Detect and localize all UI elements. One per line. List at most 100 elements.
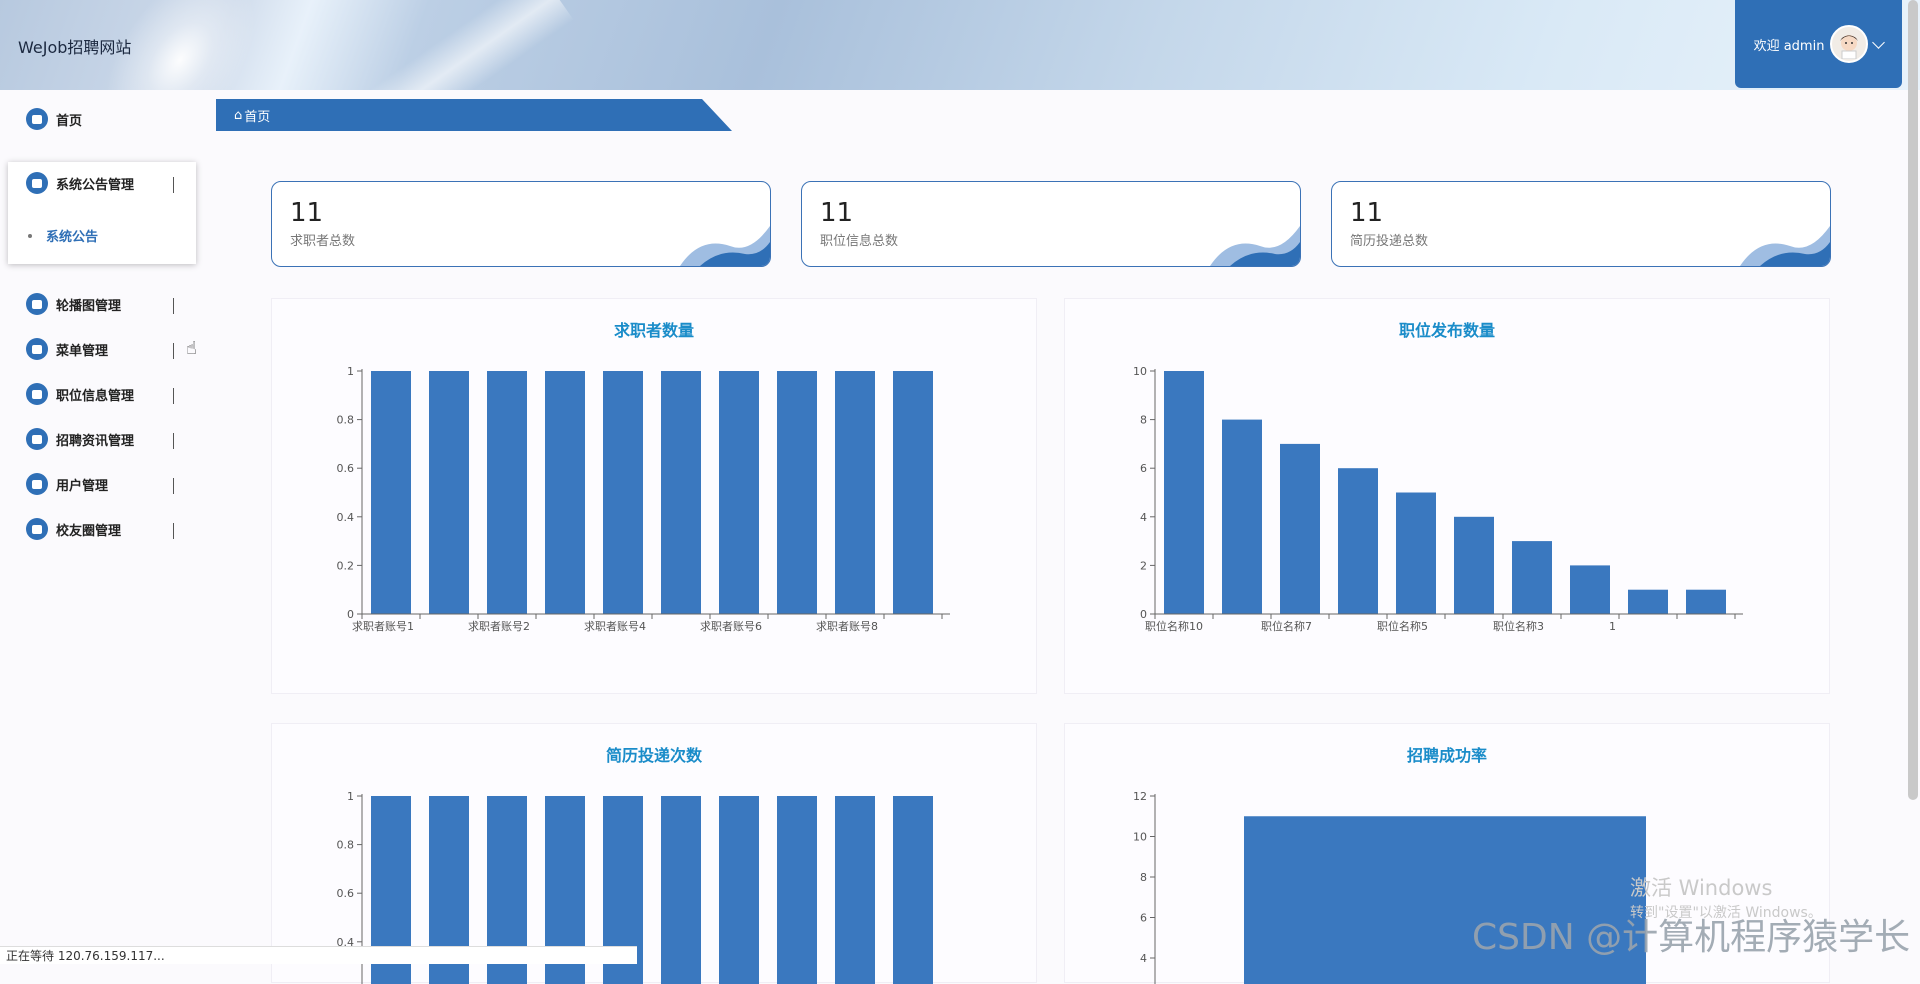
chart-title: 职位发布数量	[1398, 321, 1495, 340]
chart-bar	[1280, 443, 1320, 614]
home-icon[interactable]: ⌂	[234, 107, 243, 123]
breadcrumb: ⌂ 首页	[216, 99, 732, 131]
x-tick-label: 职位名称7	[1261, 619, 1312, 633]
y-tick-label: 1	[347, 790, 354, 803]
chart-bar	[429, 371, 469, 614]
avatar-icon	[1840, 35, 1859, 59]
stat-value: 11	[290, 198, 324, 228]
chart-bar	[1164, 371, 1204, 614]
chart-panel-jobs: 职位发布数量 0 2 4 6 8 10 职位名称10 职位名称7 职位名称5 职位名称3 1	[1064, 298, 1830, 694]
chart-bar	[893, 796, 933, 984]
sidebar-item-jobs[interactable]: 职位信息管理	[26, 379, 186, 409]
x-tick-label: 求职者账号2	[468, 620, 530, 633]
chart-bar	[1512, 541, 1552, 614]
x-tick-label: 求职者账号4	[584, 620, 646, 633]
x-tick-label: 求职者账号1	[352, 620, 414, 633]
status-bar: 正在等待 120.76.159.117...	[0, 946, 637, 964]
avatar[interactable]	[1830, 25, 1869, 63]
chart-bar	[1222, 419, 1262, 614]
y-tick-label: 10	[1133, 365, 1147, 378]
y-tick-label: 8	[1140, 871, 1147, 884]
chevron-down-icon[interactable]	[1872, 35, 1886, 49]
chart-bar	[487, 371, 527, 614]
y-tick-label: 2	[1140, 559, 1147, 572]
watermark-line2: 转到"设置"以激活 Windows。	[1630, 905, 1822, 921]
x-tick-label: 求职者账号8	[816, 620, 878, 633]
wave-decoration-icon	[1210, 226, 1300, 266]
x-tick-label: 职位名称10	[1145, 619, 1203, 633]
y-tick-label: 12	[1133, 790, 1147, 803]
sidebar-item-label: 系统公告管理	[56, 177, 135, 193]
menu-icon	[26, 338, 48, 360]
user-icon	[26, 473, 48, 495]
csdn-watermark: CSDN @计算机程序猿学长	[1472, 917, 1911, 958]
y-tick-label: 6	[1140, 462, 1147, 475]
chart-title: 简历投递次数	[605, 746, 702, 765]
watermark-line1: 激活 Windows	[1630, 876, 1773, 900]
stat-card-jobs: 11 职位信息总数	[801, 181, 1301, 267]
windows-activation-watermark: 激活 Windows 转到"设置"以激活 Windows。	[1630, 872, 1822, 922]
sidebar-item-news[interactable]: 招聘资讯管理	[26, 424, 186, 454]
sidebar-subitem-label: 系统公告	[46, 230, 99, 245]
chart-panel-resumes: 简历投递次数 0.4 0.6 0.8 1	[271, 723, 1037, 984]
group-icon	[26, 518, 48, 540]
chart-bar	[545, 371, 585, 614]
bar-chart: 0 2 4 6 8 10 职位名称10 职位名称7 职位名称5 职位名称3 1	[1133, 365, 1743, 633]
sidebar-item-menu[interactable]: 菜单管理	[26, 334, 186, 364]
chart-bar	[1396, 492, 1436, 614]
chart-bar	[661, 796, 701, 984]
chevron-down-icon	[173, 343, 174, 359]
sidebar-item-label: 职位信息管理	[56, 388, 135, 404]
stat-label: 求职者总数	[290, 234, 356, 249]
news-icon	[26, 428, 48, 450]
chevron-down-icon	[173, 298, 174, 314]
stat-label: 简历投递总数	[1350, 234, 1429, 249]
chart-title: 招聘成功率	[1406, 746, 1487, 765]
top-header: WeJob招聘网站 欢迎 admin	[0, 0, 1920, 90]
bar-chart: 4 6 8 10 12	[1133, 790, 1646, 984]
stat-value: 11	[820, 198, 854, 228]
y-tick-label: 6	[1140, 912, 1147, 925]
chart-bar	[893, 371, 933, 614]
scrollbar[interactable]	[1908, 0, 1918, 800]
wave-decoration-icon	[1740, 226, 1830, 266]
sidebar-item-announcement[interactable]: 系统公告管理	[26, 168, 186, 198]
chevron-up-icon	[173, 177, 174, 193]
stat-card-resumes: 11 简历投递总数	[1331, 181, 1831, 267]
site-title: WeJob招聘网站	[18, 38, 132, 57]
sidebar-subitem-announcement[interactable]: 系统公告	[28, 226, 98, 245]
y-tick-label: 0.6	[337, 887, 355, 900]
y-tick-label: 0.2	[337, 559, 355, 572]
chevron-down-icon	[173, 388, 174, 404]
sidebar-item-label: 招聘资讯管理	[56, 433, 135, 449]
y-tick-label: 0.4	[337, 936, 355, 949]
chart-bar	[661, 371, 701, 614]
chart-bar	[777, 371, 817, 614]
sidebar-item-label: 用户管理	[56, 478, 109, 494]
y-tick-label: 0	[347, 608, 354, 621]
chart-bar	[371, 371, 411, 614]
x-tick-label: 求职者账号6	[700, 620, 762, 633]
y-tick-label: 0.4	[337, 511, 355, 524]
user-menu[interactable]: 欢迎 admin	[1735, 0, 1902, 88]
chevron-down-icon	[173, 478, 174, 494]
sidebar-item-home[interactable]: 首页	[26, 104, 186, 134]
stat-label: 职位信息总数	[820, 234, 899, 249]
chart-bar	[719, 796, 759, 984]
breadcrumb-label[interactable]: 首页	[244, 109, 271, 125]
bar-chart: 0.4 0.6 0.8 1	[337, 790, 933, 984]
sidebar-item-carousel[interactable]: 轮播图管理	[26, 289, 186, 319]
chart-bar	[1570, 565, 1610, 614]
y-tick-label: 0.8	[337, 839, 355, 852]
bullet-icon	[28, 233, 32, 238]
chart-bar	[1628, 589, 1668, 614]
y-tick-label: 10	[1133, 831, 1147, 844]
chevron-down-icon	[173, 433, 174, 449]
y-tick-label: 4	[1140, 511, 1147, 524]
sidebar-item-users[interactable]: 用户管理	[26, 469, 186, 499]
chart-bar	[719, 371, 759, 614]
sidebar-item-alumni[interactable]: 校友圈管理	[26, 514, 186, 544]
sidebar-item-label: 首页	[56, 113, 83, 129]
chart-bar	[603, 371, 643, 614]
y-tick-label: 0.6	[337, 462, 355, 475]
